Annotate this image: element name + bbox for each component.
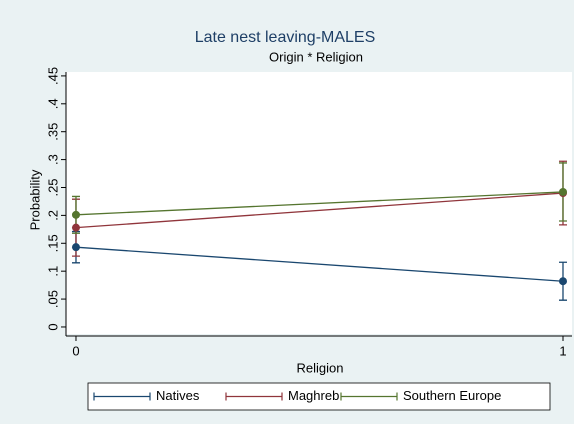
y-axis-title: Probability	[27, 169, 42, 230]
point	[558, 277, 567, 286]
y-tick-label: 0	[45, 323, 60, 330]
series-line	[75, 191, 564, 216]
legend-swatch	[340, 392, 398, 401]
x-tick-label: 0	[72, 343, 79, 358]
series-line	[75, 192, 564, 229]
legend-label: Natives	[156, 388, 200, 403]
chart-title: Late nest leaving-MALES	[195, 29, 376, 46]
legend-label: Maghreb	[288, 388, 339, 403]
legend-swatch	[225, 392, 283, 401]
x-tick-label: 1	[559, 343, 566, 358]
chart-subtitle: Origin * Religion	[269, 49, 363, 64]
x-axis-title: Religion	[297, 360, 344, 375]
y-tick-label: .4	[45, 98, 60, 109]
legend-swatch	[93, 392, 151, 401]
y-tick-label: .15	[45, 234, 60, 252]
y-tick-label: .35	[45, 123, 60, 141]
y-tick-label: .1	[45, 266, 60, 277]
y-tick-label: .45	[45, 67, 60, 85]
point	[71, 243, 80, 252]
point	[71, 210, 80, 219]
legend-box	[87, 382, 551, 411]
legend-label: Southern Europe	[403, 388, 501, 403]
point	[71, 223, 80, 232]
y-tick-label: .2	[45, 210, 60, 221]
y-tick-label: .05	[45, 290, 60, 308]
y-tick-label: .3	[45, 154, 60, 165]
y-tick-label: .25	[45, 178, 60, 196]
point	[558, 187, 567, 196]
series-line	[75, 246, 564, 282]
